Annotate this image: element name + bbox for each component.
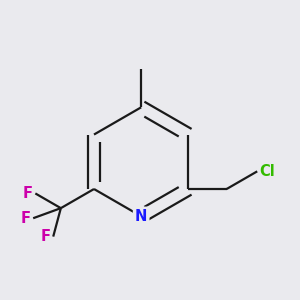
Text: F: F (41, 229, 51, 244)
Text: Cl: Cl (260, 164, 275, 179)
Text: F: F (23, 186, 33, 201)
Text: F: F (21, 211, 31, 226)
Text: N: N (135, 209, 147, 224)
